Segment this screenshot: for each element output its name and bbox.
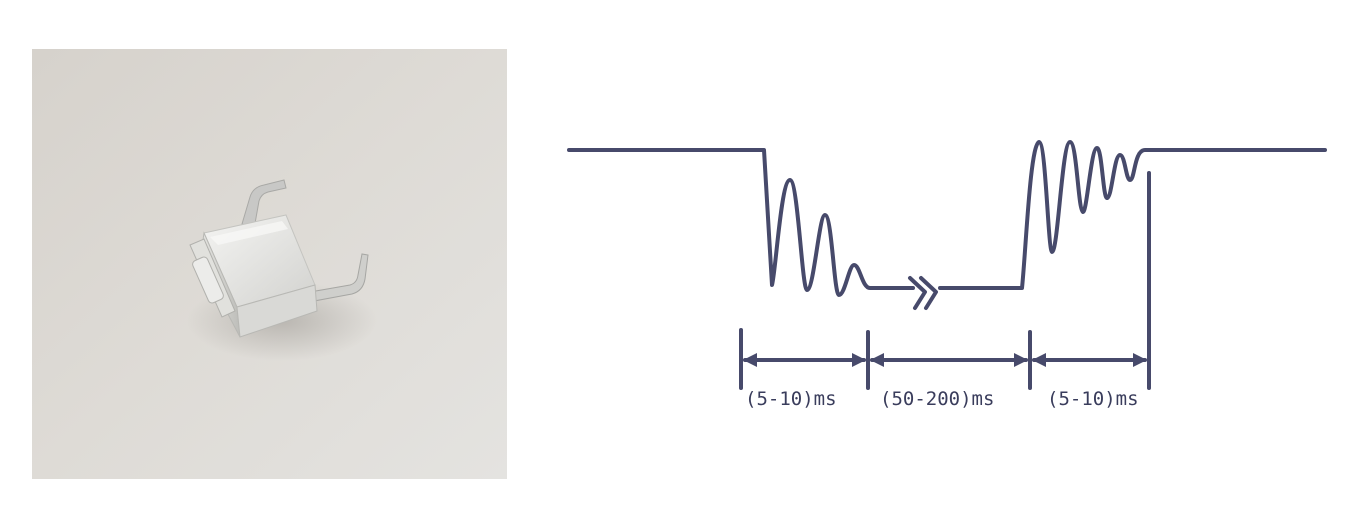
arrowhead xyxy=(1014,353,1028,367)
arrowheads xyxy=(743,353,1147,367)
release-bounce-waveform xyxy=(938,140,1327,290)
arrowhead xyxy=(743,353,757,367)
bounce-waveform-svg xyxy=(567,140,1327,390)
arrowhead xyxy=(852,353,866,367)
key-bounce-timing-diagram: (5-10)ms (50-200)ms (5-10)ms xyxy=(540,100,1350,430)
time-break-mark-2 xyxy=(919,276,938,310)
time-break-mark xyxy=(908,276,927,310)
push-button-image xyxy=(32,49,507,479)
arrowhead xyxy=(1032,353,1046,367)
arrowhead xyxy=(870,353,884,367)
arrowhead xyxy=(1133,353,1147,367)
push-button-photo xyxy=(32,49,507,479)
release-bounce-duration-label: (5-10)ms xyxy=(1047,388,1139,410)
stable-duration-label: (50-200)ms xyxy=(880,388,995,410)
press-bounce-duration-label: (5-10)ms xyxy=(745,388,837,410)
press-bounce-waveform xyxy=(567,148,915,297)
